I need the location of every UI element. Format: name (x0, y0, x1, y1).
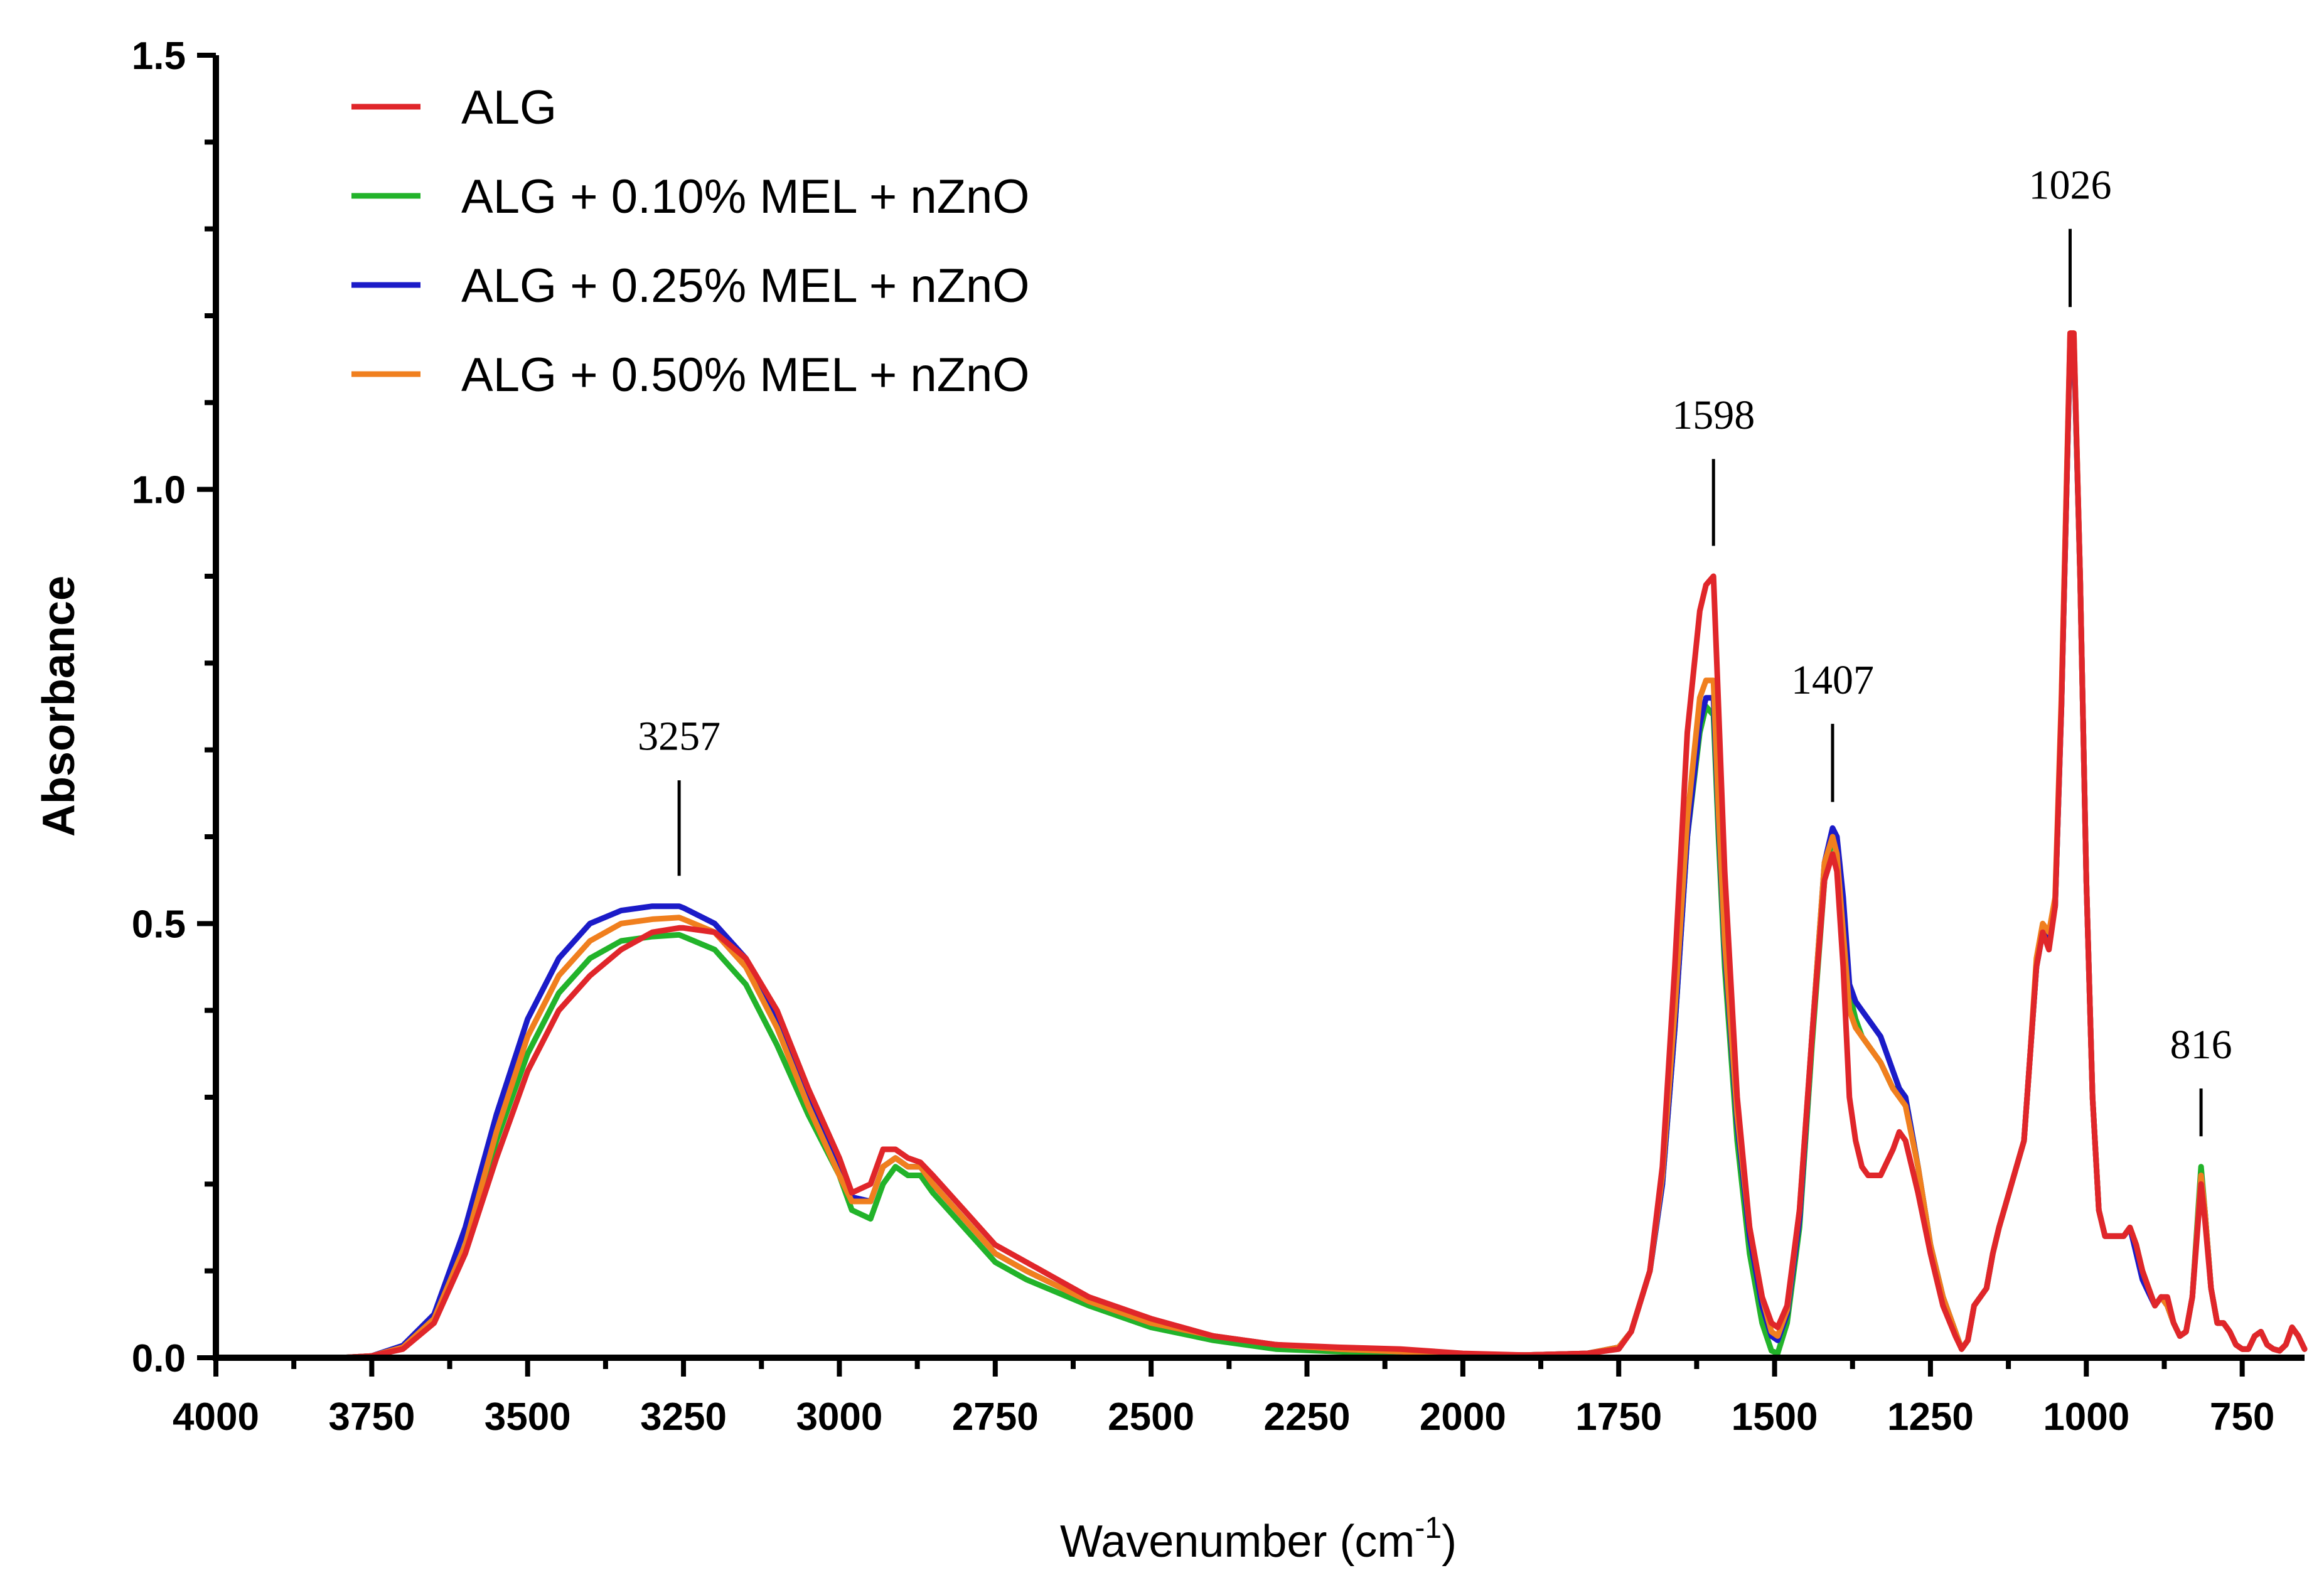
axes-layer (213, 55, 2305, 1361)
x-tick-label-1000: 1000 (2043, 1395, 2129, 1439)
legend-label-alg: ALG (461, 81, 557, 134)
ticks-layer: 4000 3750 3500 3250 3000 2750 2500 2250 2000 1750… (132, 35, 2275, 1439)
annotation-label-1026: 1026 (2028, 162, 2111, 208)
series-line-alg-0-25-mel-nzno (213, 339, 2308, 1361)
annotation-label-816: 816 (2170, 1022, 2232, 1068)
x-tick-label-3750: 3750 (328, 1395, 415, 1439)
x-tick-label-750: 750 (2210, 1395, 2274, 1439)
series-layer (213, 330, 2308, 1361)
annotation-label-3257: 3257 (638, 714, 720, 760)
series-line-alg (213, 330, 2308, 1361)
x-tick-label-1750: 1750 (1575, 1395, 1662, 1439)
series-line-alg-0-10-mel-nzno (213, 339, 2308, 1361)
x-tick-label-3250: 3250 (640, 1395, 727, 1439)
y-tick-label-0.5: 0.5 (132, 903, 186, 946)
x-tick-label-3500: 3500 (485, 1395, 571, 1439)
x-tick-label-2250: 2250 (1264, 1395, 1351, 1439)
x-axis-title-close: ) (1442, 1517, 1457, 1567)
y-axis-title: Absorbance (34, 576, 84, 837)
x-axis-title-superscript: -1 (1415, 1512, 1442, 1545)
legend-label-alg-0-10-mel-nzno: ALG + 0.10% MEL + nZnO (461, 170, 1029, 223)
x-axis-title: Wavenumber (cm-1) (1060, 1512, 1457, 1567)
annotation-layer: 3257 1598 1407 1026 816 (638, 162, 2232, 1137)
x-tick-label-1500: 1500 (1732, 1395, 1818, 1439)
annotation-label-1407: 1407 (1791, 657, 1874, 703)
legend-label-alg-0-25-mel-nzno: ALG + 0.25% MEL + nZnO (461, 259, 1029, 313)
y-tick-label-1.5: 1.5 (132, 35, 186, 78)
series-line-alg-0-50-mel-nzno (213, 330, 2308, 1361)
x-axis-title-main: Wavenumber (cm (1060, 1517, 1415, 1567)
legend: ALG ALG + 0.10% MEL + nZnO ALG + 0.25% MEL… (351, 81, 1029, 402)
x-tick-label-3000: 3000 (796, 1395, 882, 1439)
annotation-label-1598: 1598 (1672, 392, 1755, 438)
x-tick-label-2000: 2000 (1420, 1395, 1506, 1439)
x-tick-label-1250: 1250 (1887, 1395, 1974, 1439)
y-tick-label-0.0: 0.0 (132, 1337, 186, 1380)
y-tick-label-1.0: 1.0 (132, 469, 186, 512)
x-tick-label-2750: 2750 (952, 1395, 1039, 1439)
x-tick-label-4000: 4000 (173, 1395, 259, 1439)
legend-label-alg-0-50-mel-nzno: ALG + 0.50% MEL + nZnO (461, 348, 1029, 402)
x-tick-label-2500: 2500 (1108, 1395, 1194, 1439)
